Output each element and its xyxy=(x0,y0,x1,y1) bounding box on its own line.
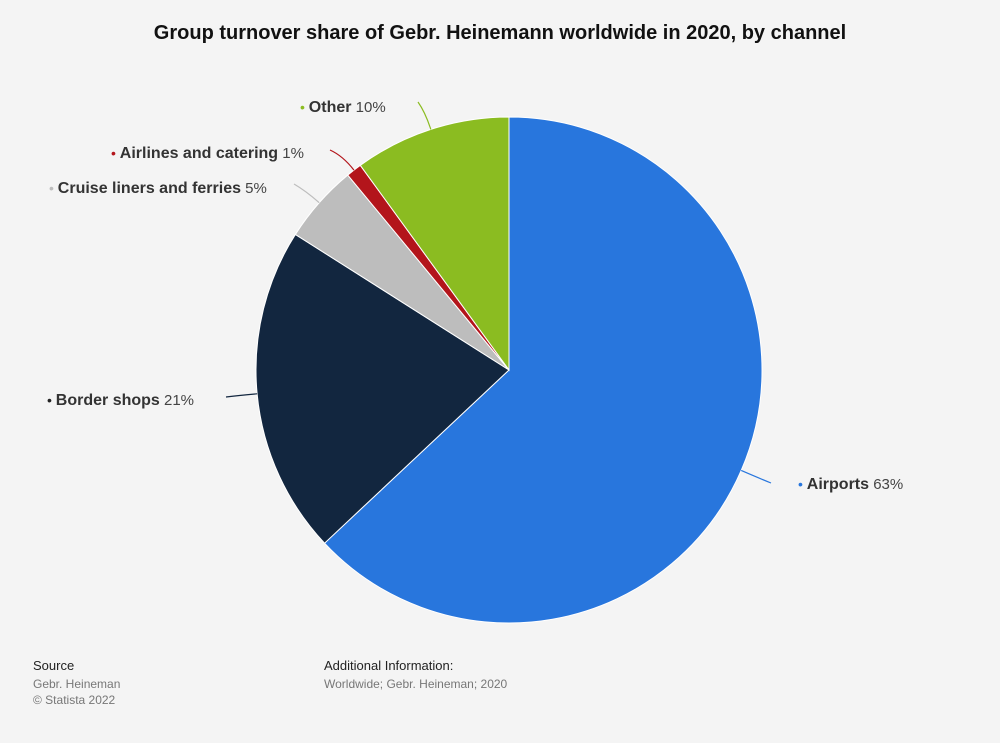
source-line-2: © Statista 2022 xyxy=(33,693,116,707)
label-bullet-icon: • xyxy=(47,392,56,408)
label-value: 5% xyxy=(241,180,267,197)
label-value: 10% xyxy=(351,99,385,116)
chart-title: Group turnover share of Gebr. Heinemann … xyxy=(153,22,847,44)
label-value: 1% xyxy=(278,145,304,162)
source-line-1: Gebr. Heineman xyxy=(33,677,121,691)
data-label-other: • Other 10% xyxy=(300,99,386,116)
label-value: 63% xyxy=(869,476,903,493)
additional-info-line: Worldwide; Gebr. Heineman; 2020 xyxy=(324,677,508,691)
label-category: Airports xyxy=(807,476,869,493)
additional-info-heading: Additional Information: xyxy=(324,658,454,673)
leader-line-airlines-and-catering xyxy=(329,149,355,171)
label-category: Border shops xyxy=(56,392,160,409)
additional-info-block: Additional Information: Worldwide; Gebr.… xyxy=(324,658,507,692)
source-block: Source Gebr. Heineman © Statista 2022 xyxy=(33,658,120,708)
label-category: Airlines and catering xyxy=(120,145,278,162)
label-category: Other xyxy=(309,99,352,116)
label-value: 21% xyxy=(160,392,194,409)
label-category: Cruise liners and ferries xyxy=(58,180,241,197)
pie-slice-other[interactable] xyxy=(359,116,510,372)
source-heading: Source xyxy=(33,658,75,673)
label-bullet-icon: • xyxy=(798,476,807,492)
data-label-border-shops: • Border shops 21% xyxy=(47,392,194,409)
data-label-airlines-and-catering: • Airlines and catering 1% xyxy=(111,145,304,162)
leader-line-other xyxy=(417,101,432,130)
label-bullet-icon: • xyxy=(111,145,120,161)
pie-slice-border-shops[interactable] xyxy=(255,233,510,544)
data-label-cruise-liners-and-ferries: • Cruise liners and ferries 5% xyxy=(49,180,267,197)
leader-line-cruise-liners-and-ferries xyxy=(293,183,320,204)
leader-line-airports xyxy=(740,469,772,484)
leader-line-border-shops xyxy=(225,393,258,398)
label-bullet-icon: • xyxy=(300,99,309,115)
label-bullet-icon: • xyxy=(49,180,58,196)
data-label-airports: • Airports 63% xyxy=(798,476,903,493)
